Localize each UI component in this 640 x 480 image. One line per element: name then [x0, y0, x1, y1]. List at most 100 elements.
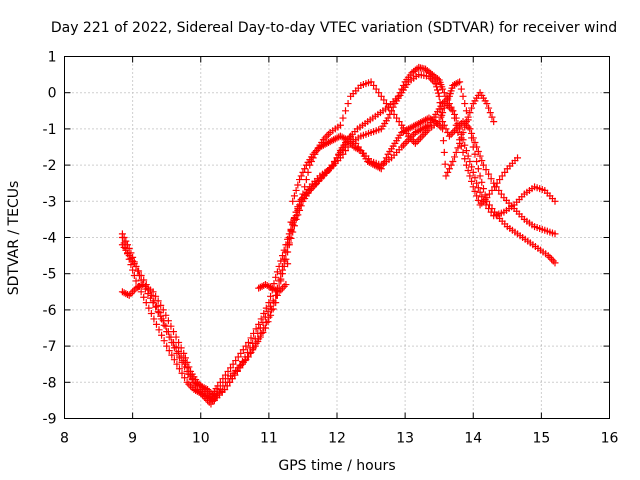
data-point — [224, 367, 232, 375]
data-point — [181, 374, 189, 382]
x-tick-label: 14 — [464, 431, 482, 447]
data-point — [485, 104, 493, 112]
data-point — [462, 118, 470, 126]
data-point — [344, 143, 352, 151]
data-point — [435, 92, 443, 100]
data-point — [221, 371, 229, 379]
data-point — [227, 364, 235, 372]
data-point — [255, 320, 263, 328]
data-point — [252, 325, 260, 333]
data-point — [130, 272, 138, 280]
data-point — [241, 353, 249, 361]
data-point — [408, 136, 416, 144]
data-point — [296, 201, 304, 209]
data-point — [466, 172, 474, 180]
data-point — [135, 267, 143, 275]
data-point — [129, 266, 137, 274]
data-point — [469, 134, 477, 142]
data-point — [370, 81, 378, 89]
data-point — [244, 348, 252, 356]
data-point — [476, 152, 484, 160]
data-point — [379, 161, 387, 169]
data-point — [280, 246, 288, 254]
data-point — [290, 192, 298, 200]
data-point — [158, 315, 166, 323]
data-point — [272, 273, 280, 281]
data-point — [160, 321, 168, 329]
data-point — [445, 165, 453, 173]
data-point — [367, 78, 375, 86]
data-point — [483, 194, 491, 202]
data-point — [473, 179, 481, 187]
data-point — [390, 110, 398, 118]
x-tick-label: 13 — [396, 431, 414, 447]
data-point — [439, 109, 447, 117]
data-point — [311, 148, 319, 156]
data-point — [257, 315, 265, 323]
data-point — [275, 277, 283, 285]
data-point — [340, 134, 348, 142]
data-point — [185, 380, 193, 388]
data-point — [175, 338, 183, 346]
data-point — [185, 363, 193, 371]
data-point — [478, 157, 486, 165]
data-point — [323, 132, 331, 140]
data-point — [466, 125, 474, 133]
data-point — [454, 79, 462, 87]
data-point — [461, 123, 469, 131]
data-point — [483, 100, 491, 108]
data-point — [461, 141, 469, 149]
data-point — [353, 145, 361, 153]
data-point — [347, 132, 355, 140]
data-point — [132, 277, 140, 285]
data-point — [159, 306, 167, 314]
y-tick-label: -6 — [43, 303, 57, 319]
data-point — [280, 282, 288, 290]
data-point — [439, 137, 447, 145]
data-point — [385, 103, 393, 111]
data-point — [473, 157, 481, 165]
data-point — [415, 136, 423, 144]
data-point — [436, 99, 444, 107]
data-point — [479, 185, 487, 193]
data-point — [342, 107, 350, 115]
data-point — [491, 183, 499, 191]
data-point — [473, 192, 481, 200]
data-point — [462, 161, 470, 169]
data-point — [546, 253, 554, 261]
data-point — [223, 382, 231, 390]
data-point — [459, 129, 467, 137]
data-point — [496, 176, 504, 184]
data-point — [140, 276, 148, 284]
x-tick-label: 11 — [260, 431, 278, 447]
data-point — [267, 302, 275, 310]
data-point — [155, 326, 163, 334]
data-point — [488, 186, 496, 194]
data-point — [466, 157, 474, 165]
data-point — [249, 339, 257, 347]
data-point — [355, 146, 363, 154]
y-tick-label: 0 — [48, 86, 57, 102]
data-point — [160, 337, 168, 345]
data-point — [282, 281, 290, 289]
data-point — [485, 201, 493, 209]
data-point — [336, 154, 344, 162]
data-point — [163, 328, 171, 336]
data-point — [296, 176, 304, 184]
data-point — [172, 343, 180, 351]
data-point — [474, 148, 482, 156]
data-point — [292, 212, 300, 220]
data-point — [551, 197, 559, 205]
data-point — [175, 365, 183, 373]
data-point — [416, 134, 424, 142]
y-tick-label: 1 — [48, 50, 57, 66]
data-point — [466, 109, 474, 117]
data-point — [250, 329, 258, 337]
data-point — [302, 176, 310, 184]
data-point — [433, 86, 441, 94]
data-point — [256, 324, 264, 332]
data-point — [476, 172, 484, 180]
data-point — [551, 259, 559, 267]
data-point — [265, 299, 273, 307]
